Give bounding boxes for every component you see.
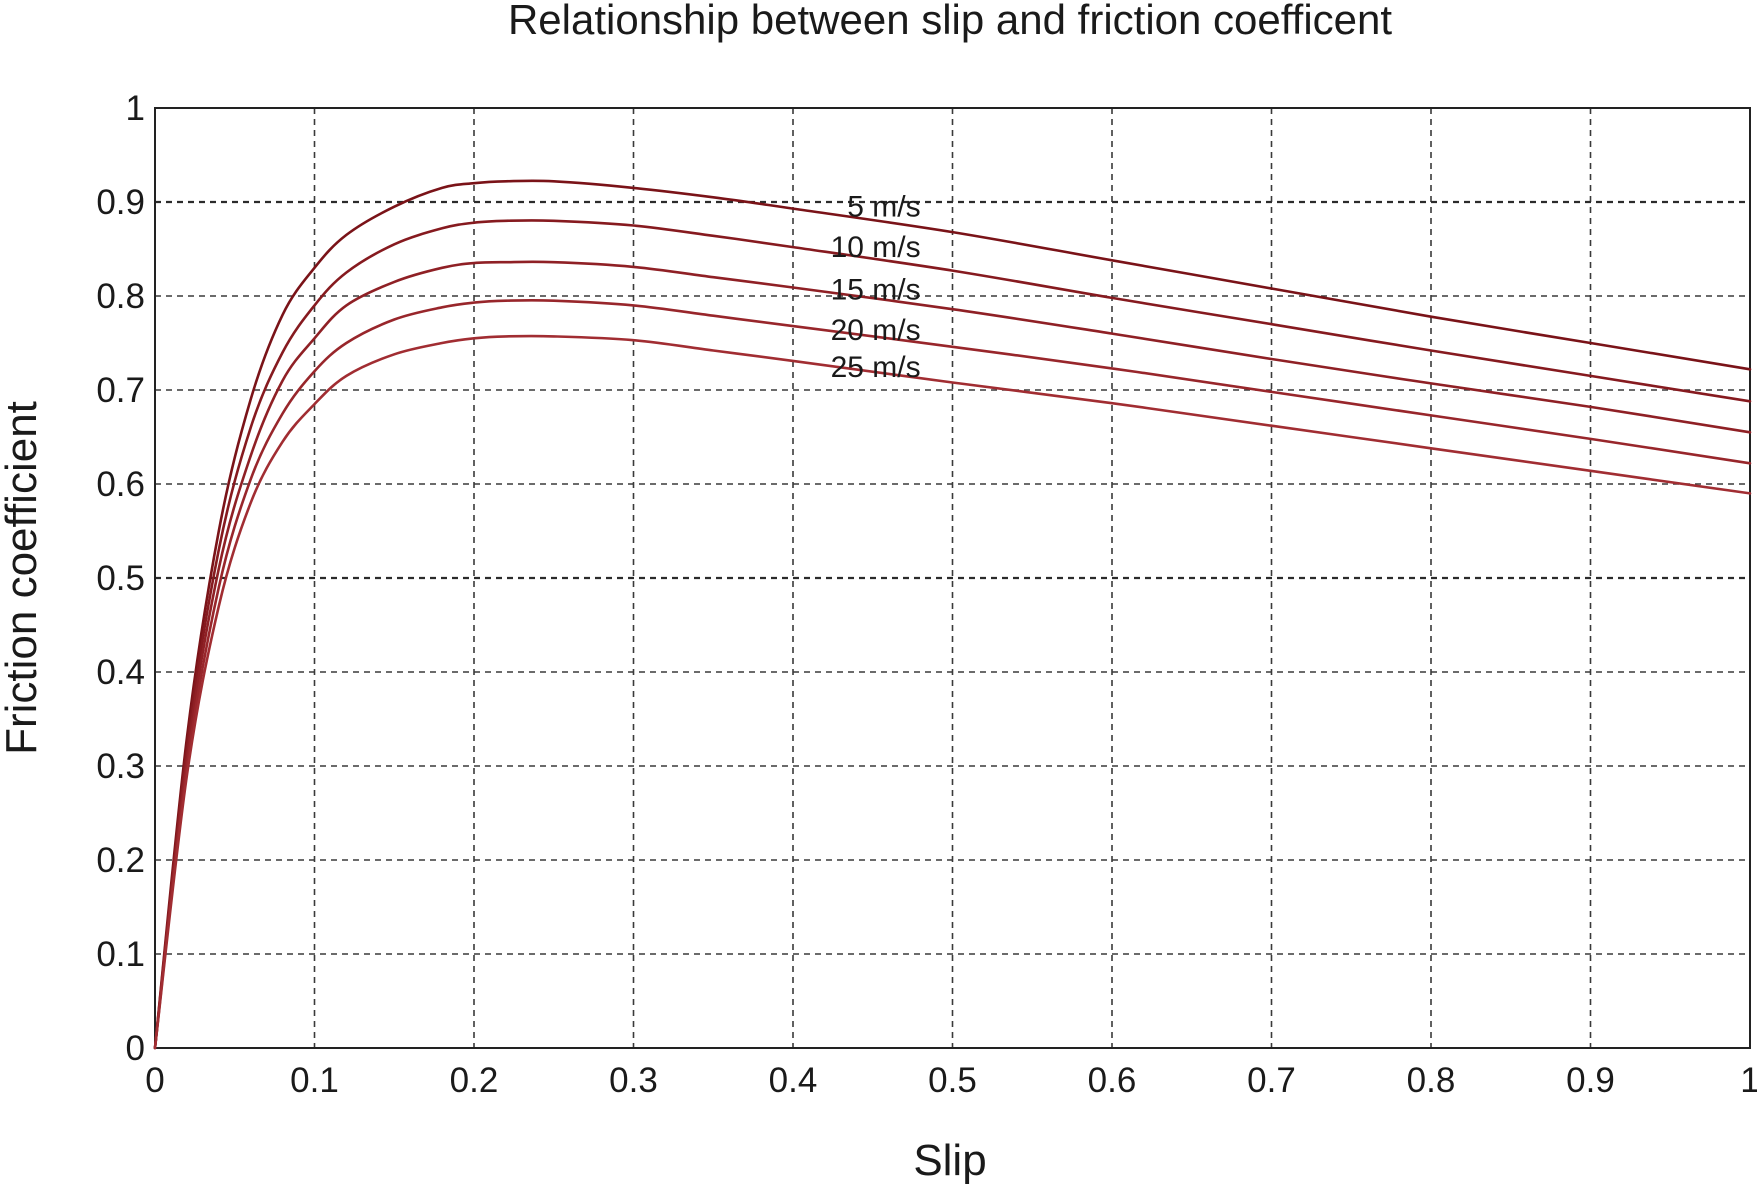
series-line — [153, 219, 1752, 1050]
series-line — [153, 334, 1752, 1050]
x-tick-label: 0.9 — [1566, 1061, 1615, 1100]
y-tick-label: 0.5 — [96, 559, 145, 598]
y-tick-label: 0.9 — [96, 183, 145, 222]
x-axis-label: Slip — [913, 1136, 986, 1185]
x-tick-label: 0.6 — [1088, 1061, 1137, 1100]
plot-frame — [154, 107, 1751, 1049]
chart-title: Relationship between slip and friction c… — [508, 0, 1392, 43]
x-tick-label: 0.8 — [1407, 1061, 1456, 1100]
x-tick-label: 0.1 — [290, 1061, 339, 1100]
x-tick-label: 0.3 — [609, 1061, 658, 1100]
series-label: 20 m/s — [831, 314, 921, 347]
y-tick-label: 0.8 — [96, 277, 145, 316]
y-tick-label: 0.6 — [96, 465, 145, 504]
x-tick-label: 0.4 — [769, 1061, 818, 1100]
y-tick-label: 0.7 — [96, 371, 145, 410]
series-line — [153, 179, 1752, 1050]
x-tick-label: 0.5 — [928, 1061, 977, 1100]
x-tick-label: 1 — [1740, 1061, 1757, 1100]
curves — [153, 179, 1752, 1050]
series-label: 25 m/s — [831, 351, 921, 384]
series-line — [153, 260, 1752, 1050]
y-axis-label: Friction coefficient — [0, 401, 46, 755]
series-label: 10 m/s — [831, 231, 921, 264]
y-tick-label: 0.1 — [96, 935, 145, 974]
tick-labels: 0 0.1 0.2 0.3 0.4 0.5 0.6 0.7 0.8 0.9 1 0 0.1 0.2 0.3 0… — [96, 89, 1757, 1100]
x-tick-label: 0.7 — [1247, 1061, 1296, 1100]
y-tick-label: 0.3 — [96, 747, 145, 786]
x-tick-label: 0 — [145, 1061, 164, 1100]
series-label: 15 m/s — [831, 274, 921, 307]
grid — [155, 108, 1750, 1048]
series-line — [153, 298, 1752, 1050]
curve-labels: 5 m/s 10 m/s 15 m/s 20 m/s 25 m/s — [831, 191, 921, 384]
x-tick-label: 0.2 — [450, 1061, 499, 1100]
y-tick-label: 1 — [126, 89, 145, 128]
series-label: 5 m/s — [847, 191, 920, 224]
y-tick-label: 0 — [126, 1029, 145, 1068]
y-tick-label: 0.4 — [96, 653, 145, 692]
y-tick-label: 0.2 — [96, 841, 145, 880]
